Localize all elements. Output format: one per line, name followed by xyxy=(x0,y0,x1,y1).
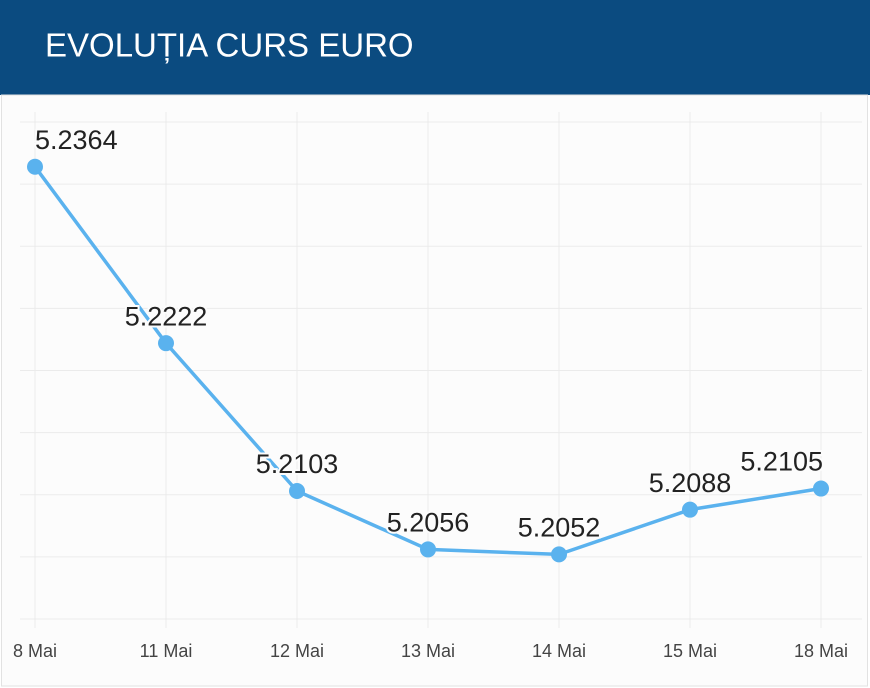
data-point xyxy=(682,501,698,518)
x-tick-label: 8 Mai xyxy=(13,641,57,661)
data-label: 5.2052 xyxy=(518,513,601,543)
data-point xyxy=(551,546,567,563)
x-tick-label: 15 Mai xyxy=(663,641,717,661)
x-tick-label: 14 Mai xyxy=(532,641,586,661)
data-label: 5.2222 xyxy=(125,301,208,331)
x-tick-label: 13 Mai xyxy=(401,641,455,661)
data-point xyxy=(27,158,43,175)
data-label: 5.2105 xyxy=(740,447,823,477)
plot-area: 8 Mai 11 Mai 12 Mai 13 Mai 14 Mai 15 Mai 18 Ma… xyxy=(13,112,862,661)
x-tick-label: 12 Mai xyxy=(270,641,324,661)
data-label: 5.2364 xyxy=(35,125,118,155)
header-bar xyxy=(0,0,870,95)
data-point xyxy=(158,335,174,352)
x-tick-label: 18 Mai xyxy=(794,641,848,661)
data-label: 5.2088 xyxy=(649,468,732,498)
x-tick-label: 11 Mai xyxy=(140,641,193,661)
widget-title: EVOLUȚIA CURS EURO xyxy=(45,27,414,64)
data-label: 5.2103 xyxy=(256,449,339,479)
data-point xyxy=(813,480,829,497)
data-point xyxy=(289,483,305,500)
data-point xyxy=(420,541,436,558)
data-label: 5.2056 xyxy=(387,508,470,538)
chart-frame xyxy=(1,94,868,687)
